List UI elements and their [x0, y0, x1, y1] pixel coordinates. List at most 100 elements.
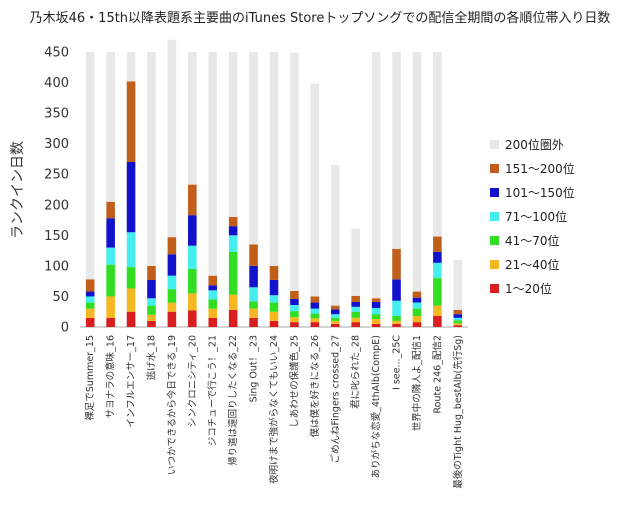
bar-segment	[269, 279, 279, 296]
legend-swatch	[490, 140, 499, 149]
x-tick-label: 夜明けまで強がらなくてもいい_24	[268, 335, 280, 484]
bar-stack	[412, 52, 422, 327]
bar-segment	[126, 52, 136, 82]
x-tick-label: サヨナラの意味_16	[105, 335, 117, 418]
bar-segment	[433, 316, 442, 327]
bar-stack	[351, 228, 360, 327]
bar-segment	[290, 311, 299, 318]
bar-segment	[106, 296, 115, 318]
x-tick-label: シンクロニシティ_20	[187, 335, 198, 427]
bar-segment	[269, 265, 279, 280]
bar-segment	[412, 302, 422, 309]
bar-segment	[85, 296, 95, 303]
bar-segment	[208, 52, 218, 276]
bar-segment	[412, 316, 422, 323]
bar-segment	[351, 301, 360, 307]
bar-segment	[126, 267, 136, 289]
bar-segment	[433, 236, 442, 252]
bar-segment	[85, 279, 95, 292]
bar-segment	[392, 316, 401, 321]
legend-swatch	[490, 164, 499, 173]
bar-segment	[433, 278, 442, 306]
x-tick-label: 逃げ水_18	[145, 335, 157, 380]
y-tick-label: 100	[44, 259, 69, 274]
bar-segment	[85, 317, 95, 327]
bar-segment	[392, 323, 401, 327]
y-tick-label: 250	[44, 168, 69, 183]
bar-segment	[188, 245, 197, 269]
bar-segment	[126, 81, 136, 162]
y-tick-label: 0	[61, 321, 69, 336]
bar-segment	[453, 317, 463, 321]
bar-segment	[453, 325, 463, 327]
y-tick-label: 50	[52, 290, 69, 305]
legend-label: 101～150位	[505, 185, 575, 200]
bar-segment	[188, 268, 197, 294]
bar-segment	[453, 323, 463, 326]
bar-segment	[228, 52, 238, 217]
bar-segment	[412, 297, 422, 303]
bar-segment	[228, 251, 238, 295]
bar-segment	[310, 83, 320, 297]
bar-segment	[269, 320, 279, 327]
x-tick-label: 帰り道は遠回りしたくなる_22	[227, 335, 239, 466]
bar-segment	[330, 314, 340, 318]
legend-item: 21～40位	[490, 257, 560, 272]
bar-segment	[330, 323, 340, 327]
bar-segment	[167, 275, 177, 290]
bar-segment	[453, 314, 463, 318]
legend-item: 200位圏外	[490, 137, 564, 152]
bar-segment	[147, 265, 156, 280]
x-tick-label: Sing Out！_23	[249, 335, 260, 402]
bar-segment	[106, 247, 115, 265]
x-tick-label: 最後のTight Hug_bestAlb(先行Sg)	[452, 335, 464, 489]
bar-segment	[228, 309, 238, 327]
bar-segment	[167, 289, 177, 303]
bar-stack	[453, 259, 463, 327]
bar-segment	[85, 291, 95, 297]
legend-item: 1～20位	[490, 281, 552, 296]
bar-segment	[228, 217, 238, 227]
bar-segment	[371, 308, 381, 315]
bar-segment	[106, 201, 115, 219]
bar-stack	[167, 39, 177, 327]
x-tick-label: ごめんねFingers crossed_27	[329, 335, 341, 464]
bar-segment	[290, 317, 299, 323]
bar-segment	[330, 305, 340, 310]
bar-segment	[188, 184, 197, 216]
bar-segment	[310, 302, 320, 309]
bar-stack	[188, 52, 197, 327]
bar-segment	[290, 52, 299, 291]
bar-stack	[85, 52, 95, 327]
bar-stack	[310, 83, 320, 327]
x-tick-label: いつかできるから今日できる_19	[166, 335, 178, 475]
bar-segment	[167, 302, 177, 312]
bar-segment	[106, 264, 115, 297]
bar-segment	[371, 323, 381, 327]
bar-segment	[228, 235, 238, 252]
bar-stack	[330, 165, 340, 327]
bar-stack	[433, 52, 442, 327]
bar-segment	[126, 232, 136, 268]
legend-label: 151～200位	[505, 161, 575, 176]
legend-label: 41～70位	[505, 233, 560, 248]
bar-segment	[188, 310, 197, 327]
bar-segment	[330, 317, 340, 321]
bar-segment	[269, 311, 279, 321]
bar-stack	[208, 52, 218, 327]
bar-segment	[249, 265, 258, 288]
bar-segment	[310, 313, 320, 319]
y-axis-label: ランクイン日数	[10, 141, 26, 239]
bar-segment	[330, 320, 340, 324]
bar-segment	[208, 308, 218, 318]
legend-label: 21～40位	[505, 257, 560, 272]
bar-segment	[330, 309, 340, 315]
bars	[85, 39, 463, 327]
bar-segment	[310, 308, 320, 314]
bar-segment	[147, 279, 156, 299]
bar-segment	[433, 251, 442, 263]
bar-segment	[392, 248, 401, 280]
bar-segment	[126, 311, 136, 327]
bar-segment	[290, 290, 299, 299]
